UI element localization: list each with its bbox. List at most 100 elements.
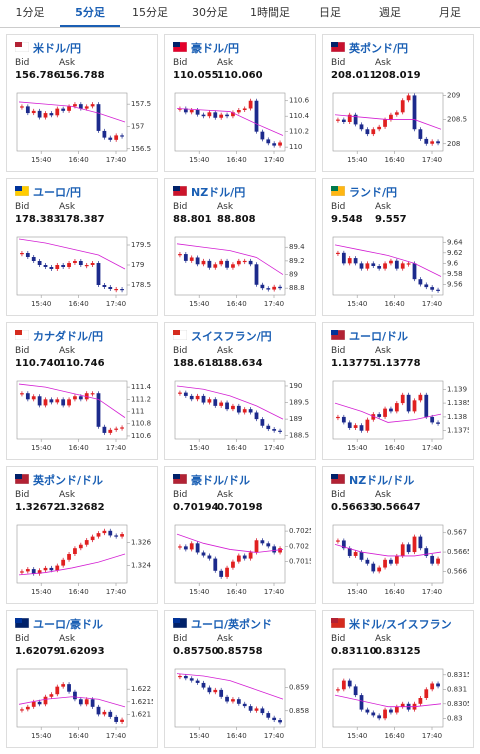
bid-label: Bid bbox=[15, 634, 30, 644]
candle bbox=[383, 119, 387, 127]
currency-card[interactable]: ユーロ/円 Bid Ask 178.383 178.387 179.5 179 178.5 15… bbox=[6, 178, 158, 316]
y-tick-label: 0.567 bbox=[447, 529, 467, 537]
x-tick-label: 15:40 bbox=[347, 444, 367, 452]
currency-card[interactable]: ユーロ/英ポンド Bid Ask 0.85750 0.85758 0.859 0.858 15… bbox=[164, 610, 316, 748]
ask-label: Ask bbox=[217, 634, 234, 644]
y-tick-label: 110.4 bbox=[289, 112, 310, 120]
ask-label: Ask bbox=[375, 346, 392, 356]
x-tick-label: 17:40 bbox=[264, 300, 284, 308]
candle bbox=[336, 540, 340, 542]
candle bbox=[272, 429, 277, 431]
candle bbox=[436, 422, 440, 424]
candle bbox=[213, 689, 218, 693]
ask-value: 188.634 bbox=[217, 358, 263, 369]
candle bbox=[201, 682, 206, 688]
candle bbox=[90, 263, 95, 265]
mini-chart: 209 208.5 208 15:40 16:40 17:40 bbox=[332, 91, 467, 164]
candle bbox=[37, 570, 42, 574]
y-tick-label: 9.58 bbox=[447, 270, 463, 278]
candle bbox=[225, 260, 229, 268]
candle bbox=[61, 265, 66, 267]
x-tick-label: 16:40 bbox=[227, 300, 247, 308]
x-tick-label: 17:40 bbox=[422, 444, 442, 452]
pair-name[interactable]: 英ポンド/円 bbox=[349, 42, 409, 55]
candle bbox=[400, 703, 405, 707]
pair-name[interactable]: カナダドル/円 bbox=[33, 330, 104, 343]
candle bbox=[248, 706, 253, 711]
tab[interactable]: 日足 bbox=[319, 6, 341, 19]
x-tick-label: 15:40 bbox=[347, 588, 367, 596]
tab[interactable]: 30分足 bbox=[192, 6, 228, 19]
tab[interactable]: 月足 bbox=[439, 6, 461, 19]
candle bbox=[400, 100, 405, 113]
currency-card[interactable]: NZドル/円 Bid Ask 88.801 88.808 89.4 89.2 89 88.8 15… bbox=[164, 178, 316, 316]
x-tick-label: 15:40 bbox=[31, 588, 51, 596]
candle bbox=[336, 416, 340, 419]
candle bbox=[84, 699, 89, 705]
currency-card[interactable]: 豪ドル/ドルBidAsk0.701940.701980.70250.7020.7… bbox=[164, 466, 316, 604]
currency-card[interactable]: 米ドル/スイスフランBidAsk0.831100.831250.83150.83… bbox=[322, 610, 474, 748]
candle bbox=[341, 119, 346, 122]
candle bbox=[55, 265, 60, 269]
pair-name[interactable]: 英ポンド/ドル bbox=[33, 474, 104, 487]
candle bbox=[102, 426, 107, 433]
candle bbox=[278, 286, 282, 289]
currency-card[interactable]: ユーロ/豪ドルBidAsk1.620791.620931.6221.62151.… bbox=[6, 610, 158, 748]
y-tick-label: 88.8 bbox=[289, 284, 305, 292]
pair-name[interactable]: NZドル/円 bbox=[191, 186, 246, 199]
pair-name[interactable]: ユーロ/ドル bbox=[349, 330, 409, 343]
pair-name[interactable]: ランド/円 bbox=[349, 186, 398, 199]
candle bbox=[25, 253, 30, 257]
candle bbox=[377, 414, 382, 417]
x-tick-label: 17:40 bbox=[106, 588, 126, 596]
ask-value: 110.746 bbox=[59, 358, 105, 369]
currency-card[interactable]: ランド/円 Bid Ask 9.548 9.557 9.64 9.62 9.6 9.58 9.56… bbox=[322, 178, 474, 316]
tab[interactable]: 週足 bbox=[379, 6, 401, 19]
candle bbox=[102, 285, 107, 287]
currency-card[interactable]: NZドル/ドルBidAsk0.566330.566470.5670.56650.… bbox=[322, 466, 474, 604]
candle bbox=[424, 138, 429, 144]
bid-value: 88.801 bbox=[173, 214, 212, 225]
tab[interactable]: 1時間足 bbox=[250, 6, 290, 19]
currency-card[interactable]: 豪ドル/円 Bid Ask 110.055 110.060 110.6 110.4 110.2… bbox=[164, 34, 316, 172]
bid-label: Bid bbox=[15, 490, 30, 500]
pair-name[interactable]: スイスフラン/円 bbox=[191, 330, 272, 343]
pair-name[interactable]: ユーロ/円 bbox=[33, 186, 82, 199]
tab[interactable]: 15分足 bbox=[132, 6, 168, 19]
y-tick-label: 9.64 bbox=[447, 238, 463, 246]
candle bbox=[43, 265, 48, 267]
flag-icon bbox=[15, 474, 29, 484]
flag-part bbox=[173, 42, 180, 47]
currency-card[interactable]: カナダドル/円 Bid Ask 110.740 110.746 111.4 111.2 111… bbox=[6, 322, 158, 460]
currency-card[interactable]: ユーロ/ドルBidAsk1.137751.137781.1391.13851.1… bbox=[322, 322, 474, 460]
pair-name[interactable]: ユーロ/豪ドル bbox=[33, 618, 104, 631]
pair-name[interactable]: 豪ドル/円 bbox=[191, 42, 240, 55]
candle bbox=[424, 548, 429, 556]
y-tick-label: 0.7015 bbox=[289, 558, 311, 566]
tab[interactable]: 1分足 bbox=[15, 6, 45, 19]
moving-average bbox=[176, 673, 284, 700]
candle bbox=[266, 713, 271, 718]
pair-name[interactable]: 豪ドル/ドル bbox=[191, 474, 251, 487]
pair-name[interactable]: 米ドル/円 bbox=[33, 42, 82, 55]
currency-card[interactable]: 英ポンド/円 Bid Ask 208.011 208.019 209 208.5 208 15:… bbox=[322, 34, 474, 172]
pair-name[interactable]: NZドル/ドル bbox=[349, 474, 415, 487]
tab[interactable]: 5分足 bbox=[60, 0, 120, 27]
candle bbox=[189, 678, 194, 681]
pair-name[interactable]: ユーロ/英ポンド bbox=[191, 618, 273, 631]
currency-card[interactable]: スイスフラン/円 Bid Ask 188.618 188.634 190 189.5 189 1… bbox=[164, 322, 316, 460]
bid-value: 0.85750 bbox=[173, 646, 219, 657]
mini-chart: 1.139 1.1385 1.138 1.1375 15:40 16:40 17:40 bbox=[332, 380, 469, 452]
candle bbox=[49, 113, 54, 116]
currency-card[interactable]: 英ポンド/ドル Bid Ask 1.32672 1.32682 1.326 1.324 15:… bbox=[6, 466, 158, 604]
candle bbox=[236, 405, 241, 413]
candle bbox=[365, 419, 370, 431]
moving-average bbox=[334, 694, 442, 708]
candle bbox=[341, 252, 346, 264]
candle bbox=[55, 399, 60, 403]
x-tick-label: 17:40 bbox=[422, 156, 442, 164]
candle bbox=[219, 570, 224, 577]
currency-card[interactable]: 米ドル/円 Bid Ask 156.786 156.788 157.5 157 156.5 15… bbox=[6, 34, 158, 172]
pair-name[interactable]: 米ドル/スイスフラン bbox=[349, 618, 452, 631]
